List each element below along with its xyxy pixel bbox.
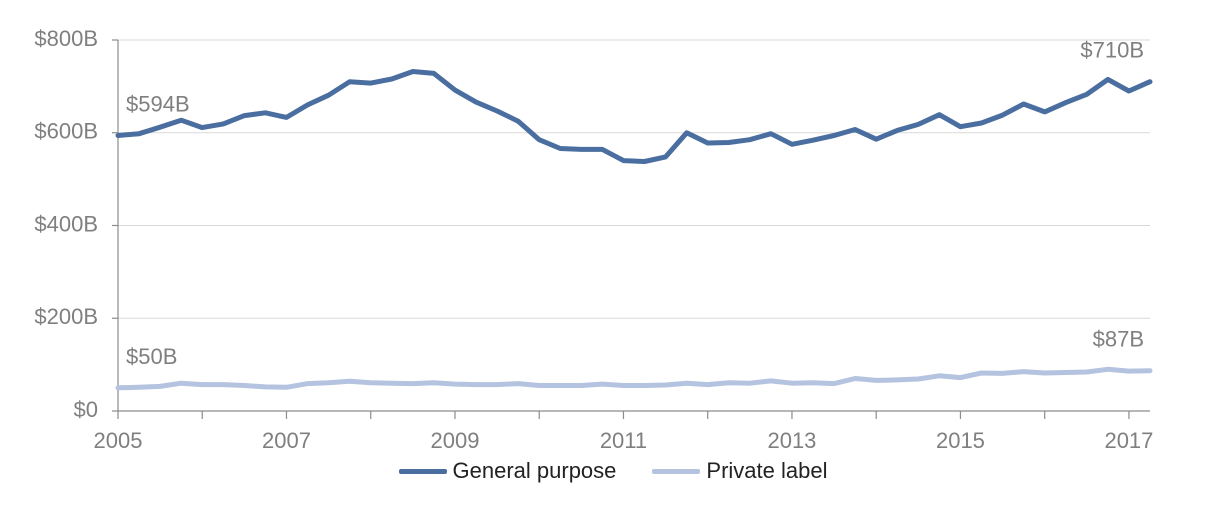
annotations: $594B $50B $710B $87B [126, 38, 1144, 369]
x-tick-label: 2017 [1104, 428, 1153, 453]
y-tick-label: $200B [34, 304, 98, 329]
axes: $0 $200B $400B $600B $800B 2005 2007 2009 2011 20… [34, 26, 1153, 453]
legend-label-private-label: Private label [706, 458, 828, 483]
legend-swatch-private-label [652, 468, 701, 474]
line-chart: $0 $200B $400B $600B $800B 2005 2007 2009 2011 20… [34, 26, 1153, 453]
legend-label-general-purpose: General purpose [452, 458, 617, 483]
y-tick-label: $800B [34, 26, 98, 51]
x-tick-label: 2015 [936, 428, 985, 453]
y-tick-label: $400B [34, 211, 98, 236]
data-label: $50B [126, 344, 177, 369]
data-label: $594B [126, 92, 190, 117]
legend-item-general-purpose: General purpose [398, 458, 617, 484]
gridlines [118, 39, 1150, 319]
x-tick-label: 2009 [431, 428, 480, 453]
series-line-private-label [115, 366, 1153, 391]
data-label: $87B [1093, 327, 1144, 352]
x-tick-label: 2011 [600, 428, 647, 453]
legend-swatch-general-purpose [398, 468, 447, 474]
series-lines [115, 69, 1153, 391]
series-line-general-purpose [115, 69, 1153, 164]
x-tick-label: 2013 [767, 428, 816, 453]
y-tick-label: $0 [74, 397, 98, 422]
y-tick-label: $600B [34, 119, 98, 144]
legend: General purpose Private label [0, 458, 1226, 484]
data-label: $710B [1080, 38, 1144, 63]
x-tick-label: 2007 [262, 428, 311, 453]
legend-item-private-label: Private label [652, 458, 827, 484]
x-tick-label: 2005 [94, 428, 143, 453]
